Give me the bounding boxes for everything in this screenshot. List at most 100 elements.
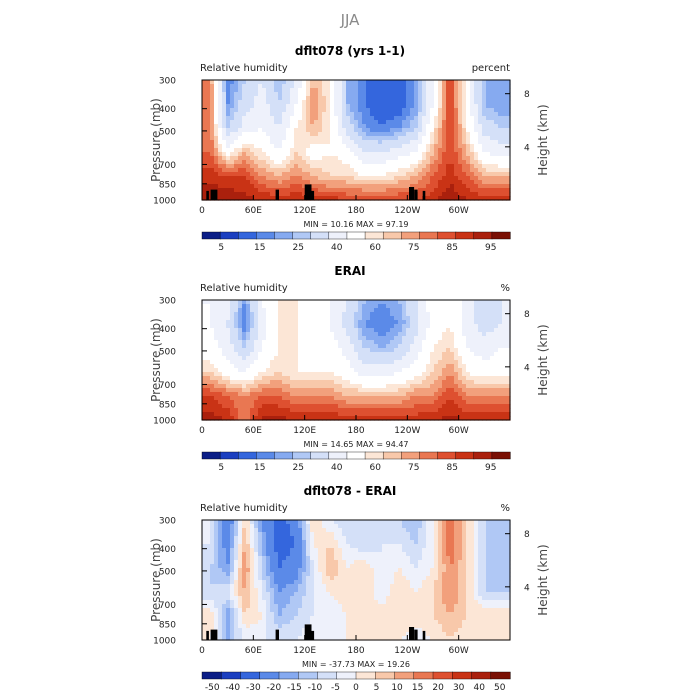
heatmap-cell [426,404,431,409]
heatmap-cell [378,128,383,133]
heatmap-cell [498,360,503,365]
heatmap-cell [238,400,243,405]
heatmap-cell [350,408,355,413]
heatmap-cell [482,344,487,349]
heatmap-cell [414,356,419,361]
heatmap-cell [386,176,391,181]
heatmap-cell [486,88,491,93]
heatmap-cell [374,520,379,525]
heatmap-cell [330,404,335,409]
heatmap-cell [330,196,335,201]
heatmap-cell [290,396,295,401]
heatmap-cell [234,152,239,157]
heatmap-cell [386,180,391,185]
heatmap-cell [462,396,467,401]
heatmap-cell [258,308,263,313]
heatmap-cell [410,100,415,105]
heatmap-cell [506,316,511,321]
heatmap-cell [418,388,423,393]
heatmap-cell [302,376,307,381]
heatmap-cell [426,300,431,305]
heatmap-cell [274,392,279,397]
heatmap-cell [282,80,287,85]
heatmap-cell [374,328,379,333]
heatmap-cell [446,116,451,121]
heatmap-cell [202,160,207,165]
heatmap-cell [326,100,331,105]
heatmap-cell [370,304,375,309]
heatmap-cell [402,376,407,381]
heatmap-cell [438,524,443,529]
heatmap-cell [374,184,379,189]
heatmap-cell [218,128,223,133]
heatmap-cell [250,188,255,193]
heatmap-cell [354,372,359,377]
heatmap-cell [426,196,431,201]
heatmap-cell [482,332,487,337]
heatmap-cell [330,372,335,377]
heatmap-cell [474,528,479,533]
heatmap-cell [358,340,363,345]
heatmap-cell [442,356,447,361]
heatmap-cell [426,188,431,193]
heatmap-cell [490,524,495,529]
heatmap-cell [210,96,215,101]
heatmap-cell [366,404,371,409]
heatmap-cell [426,332,431,337]
heatmap-cell [466,336,471,341]
heatmap-cell [298,128,303,133]
heatmap-cell [322,336,327,341]
heatmap-cell [302,332,307,337]
heatmap-cell [334,368,339,373]
heatmap-cell [486,340,491,345]
heatmap-cell [362,156,367,161]
heatmap-cell [338,416,343,421]
heatmap-cell [410,128,415,133]
heatmap-cell [294,384,299,389]
heatmap-cell [462,384,467,389]
heatmap-cell [262,360,267,365]
heatmap-cell [390,144,395,149]
heatmap-cell [282,380,287,385]
heatmap-cell [474,132,479,137]
heatmap-cell [462,168,467,173]
heatmap-cell [266,112,271,117]
heatmap-cell [278,104,283,109]
panel-1: dflt078 (yrs 1-1)Relative humidity percen… [149,44,550,253]
heatmap-cell [242,88,247,93]
heatmap-cell [210,300,215,305]
heatmap-cell [202,360,207,365]
colorbar-swatch [310,451,330,460]
heatmap-cell [282,196,287,201]
heatmap-cell [258,92,263,97]
heatmap-cell [410,168,415,173]
heatmap-cell [290,404,295,409]
heatmap-cell [286,336,291,341]
heatmap-cell [326,364,331,369]
heatmap-cell [298,312,303,317]
heatmap-cell [490,172,495,177]
heatmap-cell [346,100,351,105]
heatmap-cell [382,300,387,305]
heatmap-cell [378,176,383,181]
heatmap-cell [310,320,315,325]
heatmap-cell [474,316,479,321]
y-tick-label: 1000 [153,197,176,207]
heatmap-cell [426,324,431,329]
heatmap-cell [262,168,267,173]
heatmap-cell [254,148,259,153]
heatmap-cell [310,164,315,169]
heatmap-cell [206,88,211,93]
heatmap-cell [306,144,311,149]
heatmap-cell [362,152,367,157]
heatmap-cell [270,360,275,365]
heatmap-cell [350,528,355,533]
heatmap-cell [446,396,451,401]
heatmap-cell [214,344,219,349]
y-tick-label: 700 [159,381,176,391]
heatmap-cell [478,100,483,105]
heatmap-cell [470,416,475,421]
heatmap-cell [318,404,323,409]
heatmap-cell [322,404,327,409]
heatmap-cell [342,156,347,161]
